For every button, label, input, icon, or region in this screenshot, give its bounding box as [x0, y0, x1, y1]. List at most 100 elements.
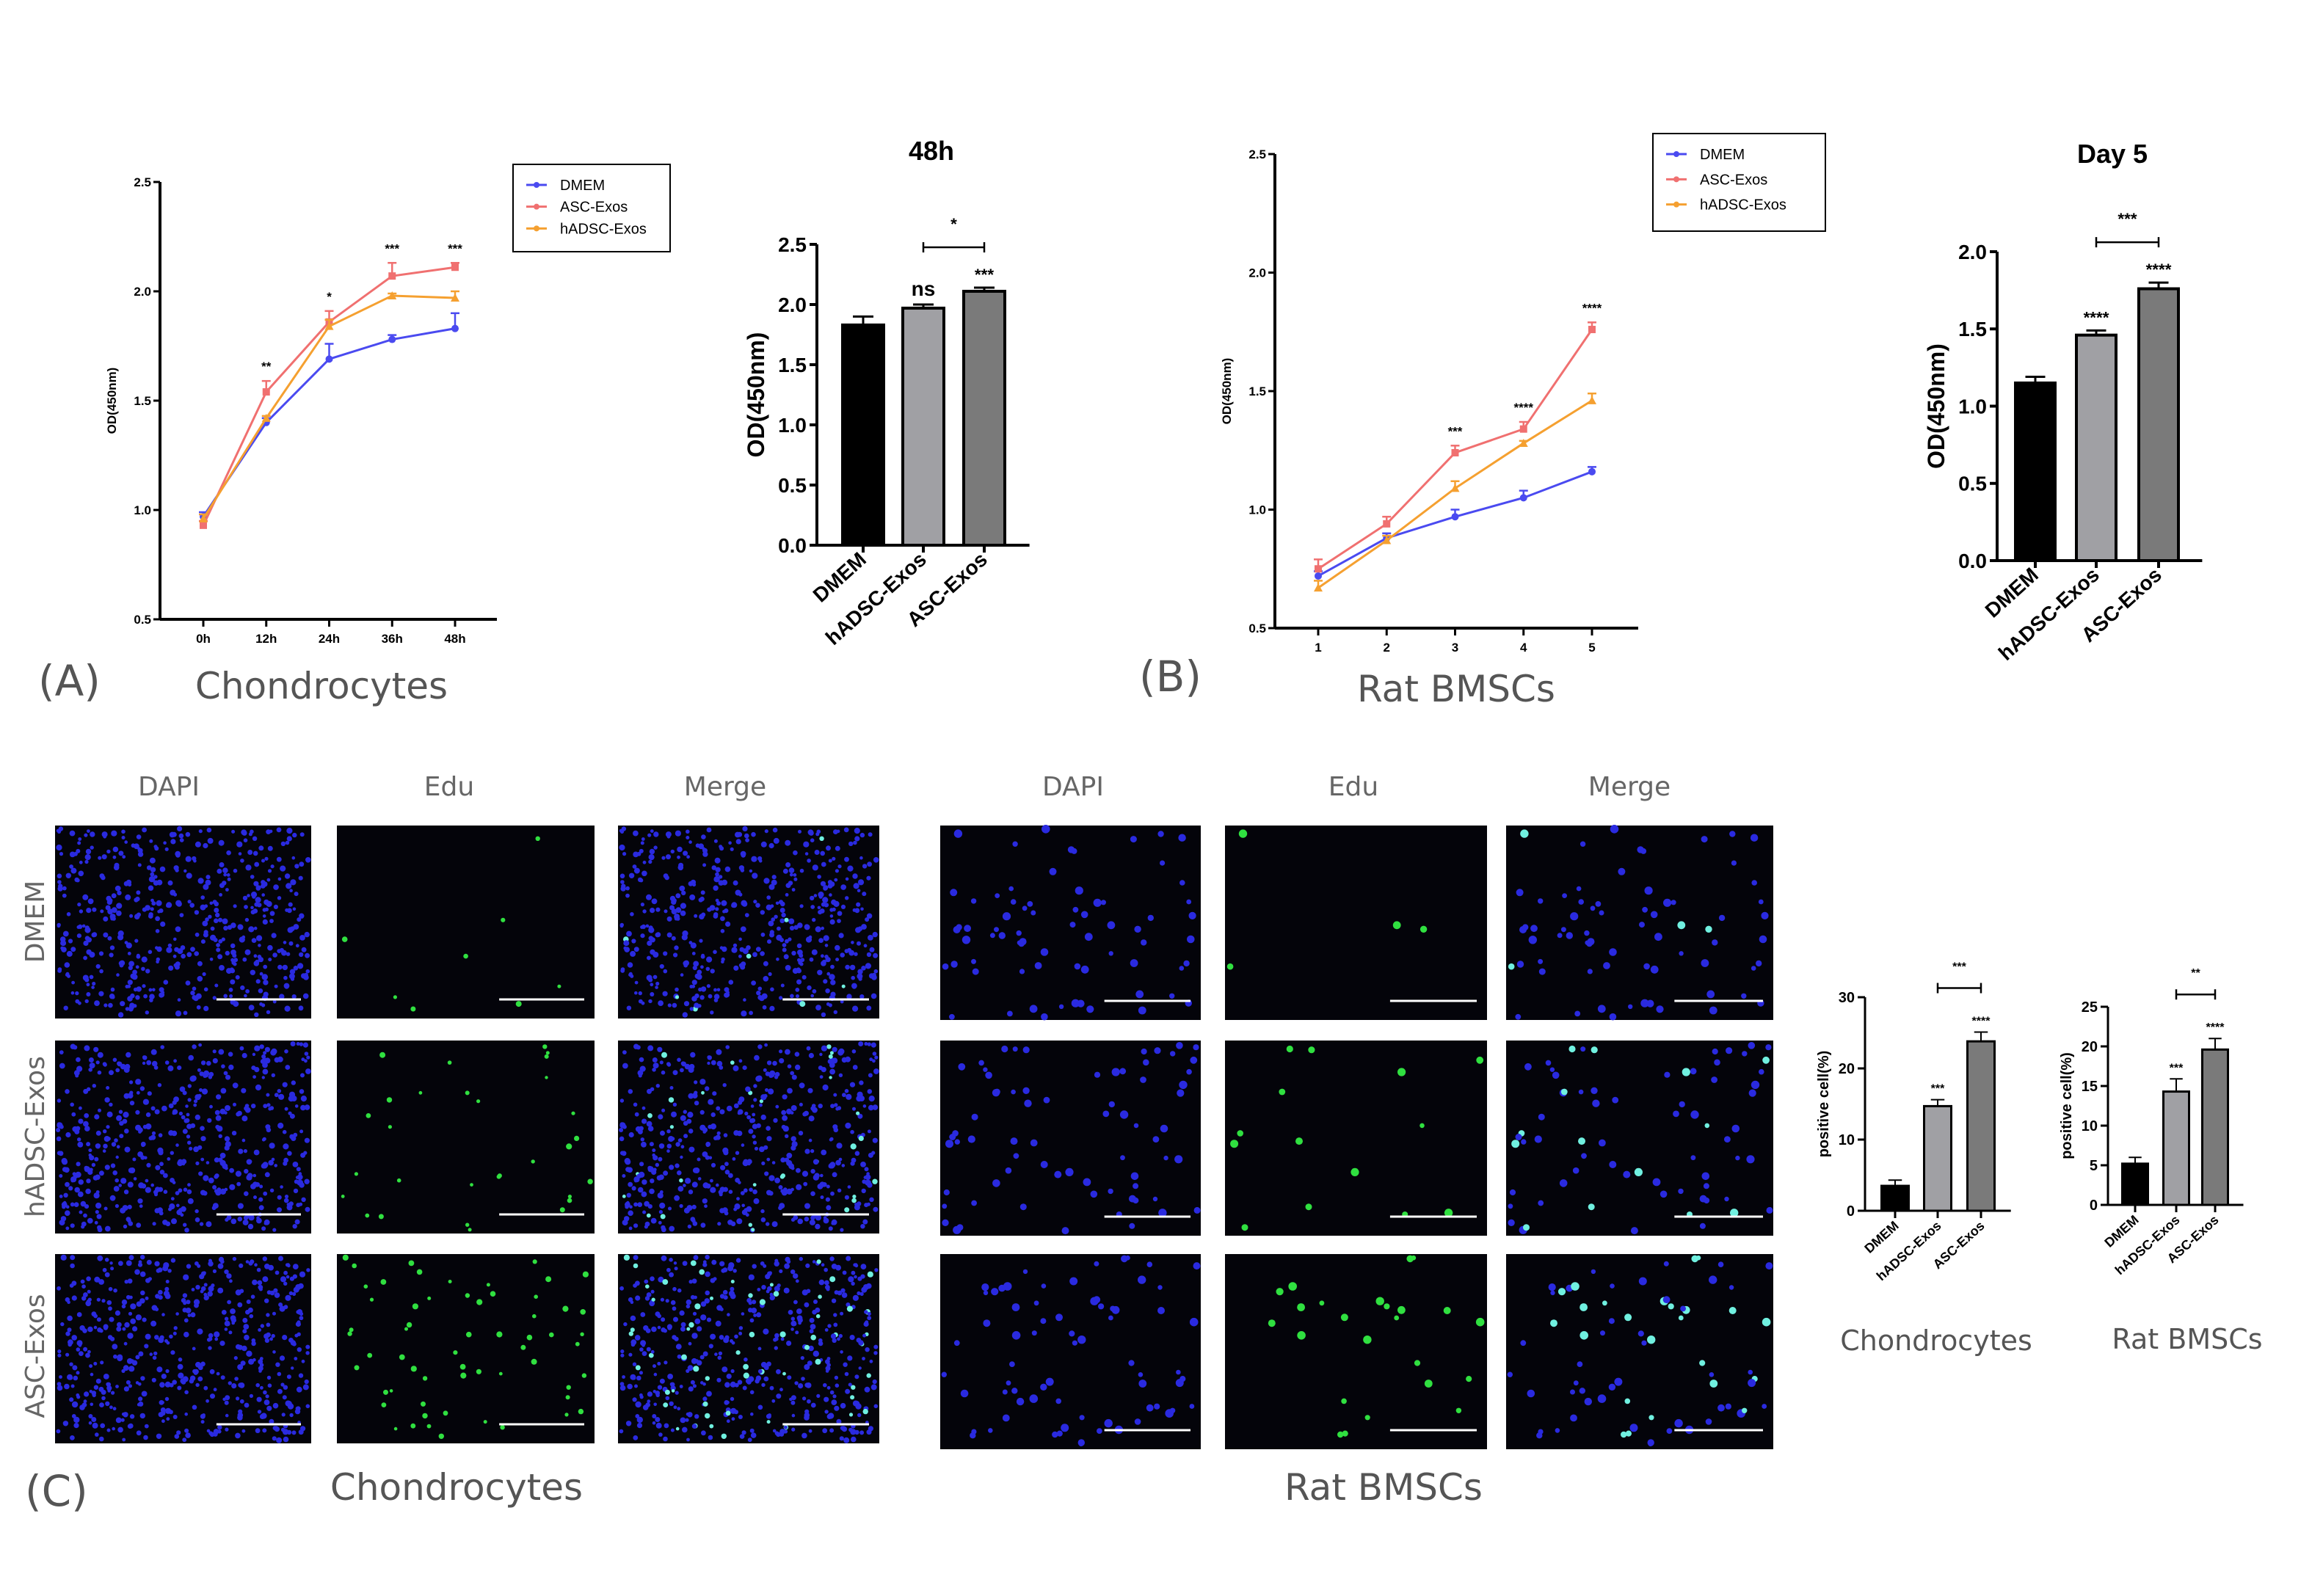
cell-nucleus: [655, 1084, 660, 1088]
cell-nucleus: [115, 1385, 119, 1388]
cell-nucleus: [236, 1396, 240, 1401]
cell-nucleus: [1146, 1404, 1154, 1412]
cell-nucleus: [807, 1399, 811, 1404]
cell-nucleus: [774, 1177, 780, 1184]
cell-nucleus: [748, 1129, 754, 1134]
cell-nucleus: [580, 1309, 586, 1315]
cell-nucleus: [844, 1195, 849, 1200]
cell-nucleus: [826, 845, 831, 851]
cell-nucleus: [1110, 1305, 1116, 1312]
cell-nucleus: [852, 1400, 859, 1407]
cell-nucleus: [149, 857, 156, 864]
cell-nucleus: [158, 1187, 164, 1192]
cell-nucleus: [137, 1262, 143, 1267]
panel-label-a: (A): [38, 656, 101, 706]
cell-nucleus: [873, 1351, 878, 1355]
cell-nucleus: [1728, 1307, 1737, 1314]
cell-nucleus: [124, 1146, 131, 1153]
cell-nucleus: [299, 1042, 304, 1046]
cell-nucleus: [710, 969, 715, 974]
cell-nucleus: [208, 1261, 214, 1267]
cell-nucleus: [71, 980, 75, 985]
cell-nucleus: [300, 1096, 307, 1102]
cell-nucleus: [1511, 1140, 1520, 1148]
cell-nucleus: [623, 940, 630, 947]
cell-nucleus: [86, 908, 92, 914]
cell-nucleus: [821, 1012, 826, 1018]
cell-nucleus: [559, 1207, 565, 1213]
cell-nucleus: [238, 852, 242, 856]
cell-nucleus: [305, 1404, 310, 1409]
cell-nucleus: [673, 1261, 677, 1265]
cell-nucleus: [691, 1333, 698, 1339]
cell-nucleus: [674, 945, 679, 950]
cell-nucleus: [790, 1316, 796, 1321]
cell-nucleus: [832, 1046, 837, 1052]
cell-nucleus: [117, 1061, 123, 1067]
cell-nucleus: [117, 1426, 123, 1433]
cell-nucleus: [735, 1258, 741, 1263]
bar-hadsc-exos: [901, 306, 945, 547]
cell-nucleus: [1758, 899, 1764, 905]
cell-nucleus: [833, 1010, 838, 1015]
cell-nucleus: [275, 885, 279, 889]
micrograph-background: [940, 1041, 1201, 1236]
micrograph-chondrocytes-asc-exos-edu: [337, 1254, 595, 1443]
cell-nucleus: [1643, 963, 1650, 970]
cell-nucleus: [645, 1284, 650, 1289]
cell-nucleus: [57, 1349, 62, 1354]
cell-nucleus: [686, 1438, 690, 1442]
cell-nucleus: [859, 856, 863, 860]
significance-label: ****: [1582, 301, 1602, 315]
cell-nucleus: [175, 900, 182, 906]
cell-nucleus: [1188, 911, 1196, 919]
cell-nucleus: [70, 947, 76, 952]
cell-nucleus: [76, 848, 81, 853]
cell-nucleus: [258, 1328, 261, 1332]
cell-nucleus: [267, 845, 273, 851]
cell-nucleus: [1527, 1389, 1535, 1398]
cell-nucleus: [92, 907, 97, 912]
cell-nucleus: [642, 860, 647, 864]
cell-nucleus: [752, 1183, 757, 1187]
cell-nucleus: [187, 1198, 194, 1204]
micrograph-background: [1225, 1041, 1487, 1236]
cell-nucleus: [239, 1382, 245, 1388]
cell-nucleus: [262, 1428, 267, 1433]
cell-nucleus: [769, 1005, 775, 1011]
y-tick-label: 20: [2082, 1039, 2098, 1055]
cell-nucleus: [65, 1089, 70, 1094]
cell-nucleus: [956, 1224, 964, 1231]
cell-nucleus: [775, 1104, 779, 1109]
cell-nucleus: [183, 1274, 189, 1280]
cell-nucleus: [206, 1161, 210, 1165]
cell-nucleus: [122, 855, 126, 859]
cell-nucleus: [688, 1386, 694, 1392]
cell-nucleus: [426, 1424, 432, 1429]
cell-nucleus: [1560, 1088, 1568, 1096]
cell-nucleus: [1286, 1045, 1293, 1053]
cell-nucleus: [296, 1167, 301, 1172]
cell-nucleus: [169, 831, 175, 838]
cell-nucleus: [252, 1181, 258, 1187]
cell-nucleus: [693, 1255, 699, 1261]
cell-nucleus: [630, 1327, 635, 1333]
cell-nucleus: [983, 1319, 991, 1327]
cell-nucleus: [1130, 1172, 1139, 1181]
chart-title: Day 5: [2077, 139, 2148, 169]
cell-nucleus: [228, 1052, 233, 1057]
cell-nucleus: [73, 1423, 79, 1429]
cell-nucleus: [278, 1093, 285, 1100]
cell-nucleus: [151, 1060, 158, 1067]
cell-nucleus: [714, 857, 721, 864]
cell-nucleus: [744, 913, 749, 917]
cell-nucleus: [694, 1295, 697, 1300]
cell-nucleus: [750, 1104, 755, 1108]
cell-nucleus: [848, 841, 854, 847]
cell-nucleus: [788, 867, 795, 873]
cell-nucleus: [762, 1005, 767, 1010]
cell-nucleus: [393, 995, 398, 999]
cell-nucleus: [205, 879, 211, 886]
cell-nucleus: [69, 864, 73, 869]
cell-nucleus: [1640, 999, 1649, 1007]
